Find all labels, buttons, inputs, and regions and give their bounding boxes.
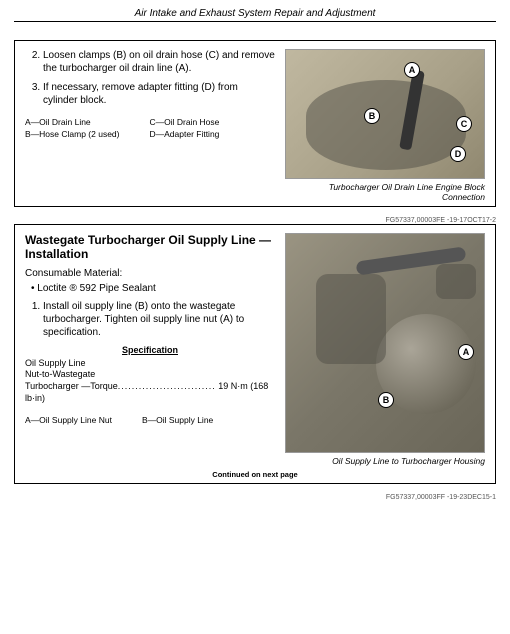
figure-1-caption: Turbocharger Oil Drain Line Engine Block… — [285, 182, 485, 202]
spec-block: Oil Supply Line Nut-to-Wastegate Turboch… — [25, 358, 275, 405]
callout-d: D — [450, 146, 466, 162]
callout-a2: A — [458, 344, 474, 360]
consumable-label: Consumable Material: — [25, 268, 275, 279]
legend-2: A—Oil Supply Line Nut B—Oil Supply Line — [25, 415, 275, 425]
steps-list-1: Loosen clamps (B) on oil drain hose (C) … — [25, 49, 275, 107]
figure-supply-line: A B — [285, 233, 485, 453]
step-1-install: Install oil supply line (B) onto the was… — [43, 300, 275, 339]
figure-drain-line: A B C D — [285, 49, 485, 179]
section-2-title: Wastegate Turbocharger Oil Supply Line —… — [25, 233, 275, 262]
legend-b: B—Hose Clamp (2 used) — [25, 129, 119, 139]
spec-line-1: Oil Supply Line — [25, 358, 275, 370]
legend2-a: A—Oil Supply Line Nut — [25, 415, 112, 425]
continued-label: Continued on next page — [25, 470, 485, 479]
legend-a: A—Oil Drain Line — [25, 117, 119, 127]
callout-c: C — [456, 116, 472, 132]
docref-1: FG57337,00003FE -19-17OCT17-2 — [14, 217, 496, 224]
figure-2-caption: Oil Supply Line to Turbocharger Housing — [285, 456, 485, 466]
spec-torque-label: Turbocharger —Torque — [25, 381, 118, 391]
legend-d: D—Adapter Fitting — [149, 129, 219, 139]
steps-list-2: Install oil supply line (B) onto the was… — [25, 300, 275, 339]
legend2-b: B—Oil Supply Line — [142, 415, 213, 425]
page-header: Air Intake and Exhaust System Repair and… — [14, 8, 496, 22]
spec-dots: ............................ — [118, 381, 216, 391]
step-2: Loosen clamps (B) on oil drain hose (C) … — [43, 49, 275, 75]
callout-b2: B — [378, 392, 394, 408]
legend-1: A—Oil Drain Line B—Hose Clamp (2 used) C… — [25, 117, 275, 141]
section-supply-line-install: Wastegate Turbocharger Oil Supply Line —… — [14, 224, 496, 484]
section-drain-line-removal: Loosen clamps (B) on oil drain hose (C) … — [14, 40, 496, 207]
consumable-item: • Loctite ® 592 Pipe Sealant — [31, 283, 275, 294]
spec-line-2: Nut-to-Wastegate — [25, 369, 275, 381]
docref-2: FG57337,00003FF -19-23DEC15-1 — [14, 494, 496, 501]
callout-a: A — [404, 62, 420, 78]
legend-c: C—Oil Drain Hose — [149, 117, 219, 127]
spec-heading: Specification — [25, 345, 275, 355]
callout-b: B — [364, 108, 380, 124]
step-3: If necessary, remove adapter fitting (D)… — [43, 81, 275, 107]
